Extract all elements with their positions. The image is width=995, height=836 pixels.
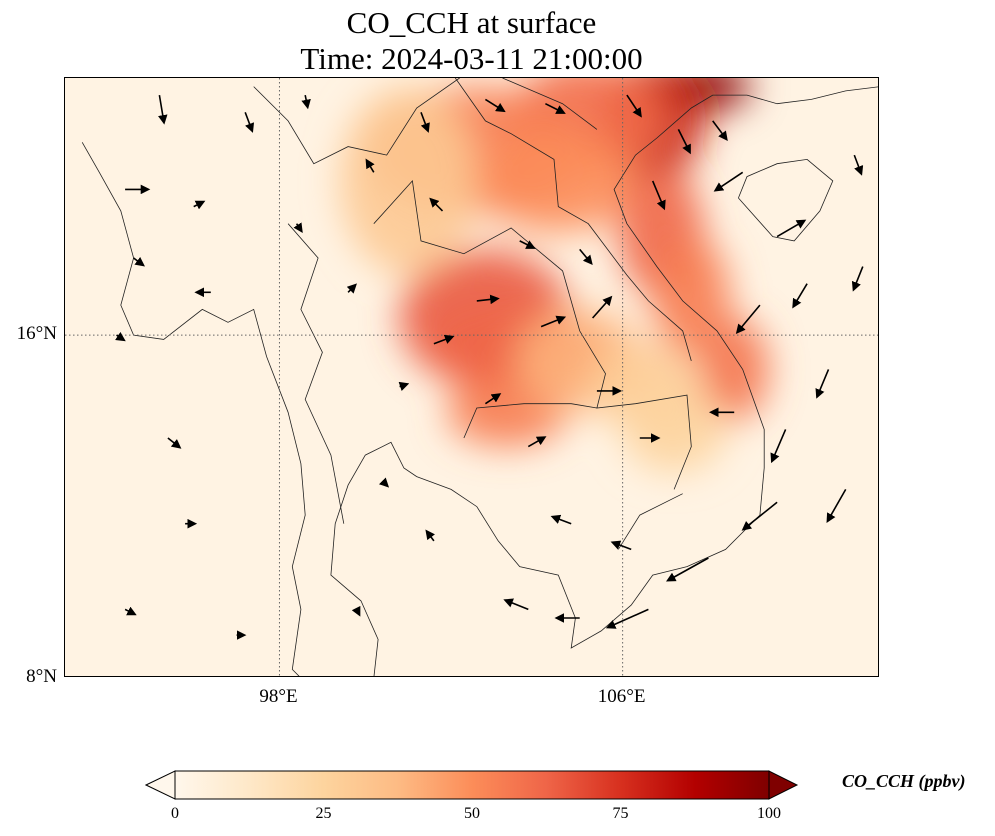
colorbar-tick-label: 0 — [171, 805, 179, 822]
wind-vector — [815, 369, 830, 399]
wind-vector — [776, 219, 807, 238]
map-subtitle-time: Time: 2024-03-11 21:00:00 — [300, 41, 643, 76]
wind-vector — [425, 529, 435, 542]
wind-vector — [735, 304, 761, 334]
wind-vector — [545, 102, 566, 114]
wind-vector — [527, 436, 547, 448]
wind-vector — [626, 94, 642, 118]
colorbar-tick-label: 100 — [757, 805, 781, 822]
wind-vector — [193, 200, 206, 210]
wind-vector — [420, 112, 430, 133]
colorbar — [145, 770, 799, 800]
wind-vector — [158, 94, 168, 125]
wind-vector — [519, 240, 536, 249]
colorbar-tick-label: 75 — [612, 805, 629, 822]
wind-vector — [592, 295, 613, 319]
boundary-line-4 — [287, 223, 345, 524]
wind-vector — [124, 606, 137, 616]
wind-vector — [666, 557, 709, 582]
wind-vector — [398, 381, 410, 391]
wind-vector — [167, 437, 182, 449]
wind-vector — [741, 501, 778, 531]
wind-vector — [244, 112, 255, 133]
gridlines — [65, 78, 878, 676]
wind-vector — [677, 129, 691, 155]
colorbar-max-extend — [768, 770, 799, 800]
wind-vector — [550, 514, 572, 525]
wind-vector — [826, 489, 847, 523]
co-plume-14 — [622, 386, 726, 473]
wind-vector — [429, 197, 444, 212]
coastlines-and-borders — [81, 78, 878, 676]
boundary-line-1 — [330, 86, 878, 676]
wind-vector — [770, 429, 787, 464]
wind-vector — [503, 598, 529, 611]
boundary-line-5 — [373, 179, 692, 490]
boundary-line-9 — [502, 78, 598, 130]
lat-tick-label: 8°N — [26, 666, 57, 687]
wind-vector — [605, 608, 649, 629]
boundary-line-7 — [617, 493, 683, 550]
wind-vector — [115, 331, 126, 342]
wind-vector — [851, 266, 864, 292]
wind-vectors — [115, 94, 864, 640]
wind-vector — [378, 477, 390, 488]
co-plume-13 — [339, 86, 477, 276]
wind-vector — [293, 222, 303, 233]
co-plume-6 — [652, 236, 730, 357]
map-area — [64, 77, 879, 677]
wind-vector — [540, 315, 567, 328]
lat-tick-label: 16°N — [16, 323, 57, 345]
co-concentration-field — [339, 78, 769, 473]
boundary-line-8 — [454, 78, 692, 362]
lon-tick-label: 98°E — [259, 686, 298, 707]
wind-vector — [351, 605, 361, 617]
wind-vector — [365, 158, 375, 173]
wind-vector — [853, 154, 864, 176]
wind-vector — [346, 283, 357, 294]
boundary-line-3 — [253, 78, 460, 165]
map-title: CO_CCH at surface — [346, 5, 597, 40]
colorbar-min-extend — [145, 770, 176, 800]
wind-vector — [651, 180, 666, 211]
wind-vector — [476, 294, 500, 305]
wind-vector — [301, 94, 311, 110]
boundary-line-0 — [81, 142, 306, 676]
colorbar-tick-label: 50 — [464, 805, 480, 822]
colorbar-label: CO_CCH (ppbv) — [842, 771, 966, 791]
wind-vector — [133, 256, 145, 267]
co-plume-7 — [699, 318, 769, 421]
colorbar-gradient — [174, 770, 770, 800]
boundary-line-2 — [738, 158, 834, 242]
wind-vector — [792, 283, 808, 309]
boundary-line-6 — [463, 403, 597, 439]
wind-vector — [484, 98, 506, 113]
map-canvas — [65, 78, 878, 676]
colorbar-tick-label: 25 — [315, 805, 332, 822]
wind-vector — [713, 171, 744, 192]
wind-vector — [433, 334, 455, 345]
co-plume-4 — [481, 129, 636, 233]
wind-vector — [484, 393, 502, 405]
wind-vector — [712, 120, 728, 142]
wind-vector — [579, 248, 593, 266]
wind-vector — [610, 540, 632, 551]
lon-tick-label: 106°E — [597, 686, 646, 707]
